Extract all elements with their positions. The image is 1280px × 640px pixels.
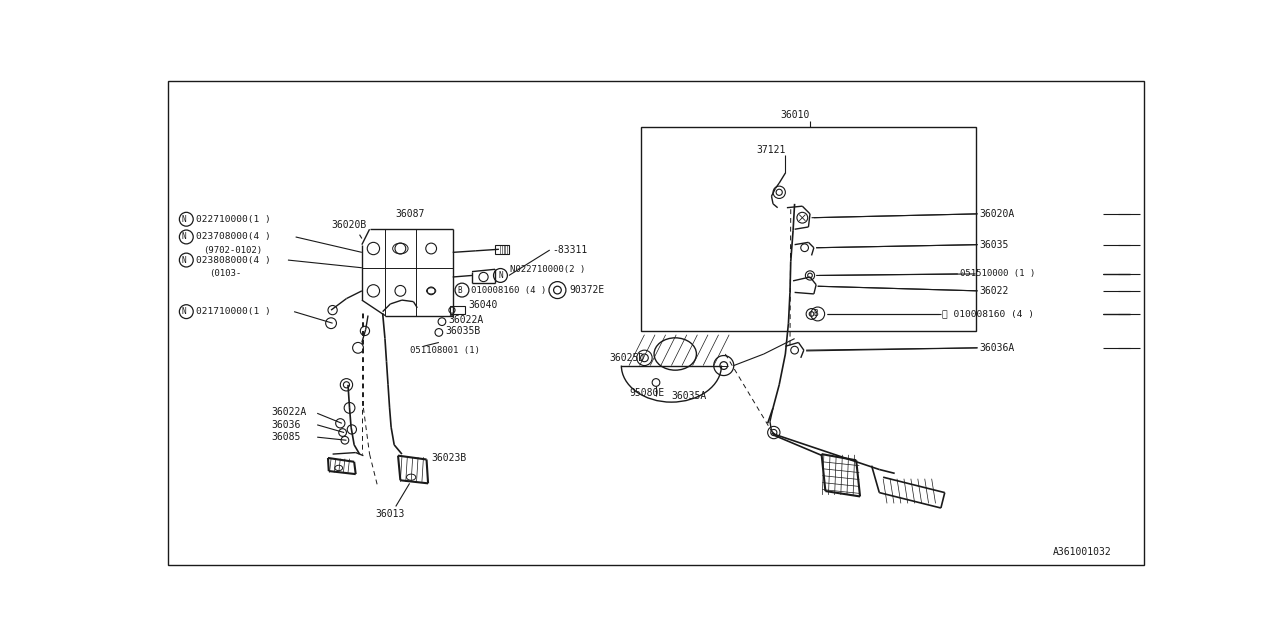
Text: 36036A: 36036A <box>979 343 1015 353</box>
Text: 37121: 37121 <box>756 145 786 155</box>
Text: 023808000(4 ): 023808000(4 ) <box>196 255 270 264</box>
Text: 051510000 (1 ): 051510000 (1 ) <box>960 269 1036 278</box>
Text: 023708000(4 ): 023708000(4 ) <box>196 232 270 241</box>
Text: 95080E: 95080E <box>628 387 664 397</box>
Text: 021710000(1 ): 021710000(1 ) <box>196 307 270 316</box>
Text: N: N <box>182 232 187 241</box>
Text: 36020A: 36020A <box>979 209 1015 219</box>
Text: 051108001 (1): 051108001 (1) <box>410 346 480 355</box>
Text: -83311: -83311 <box>552 245 588 255</box>
Text: 36023B: 36023B <box>431 453 466 463</box>
Text: N022710000(2 ): N022710000(2 ) <box>509 265 585 274</box>
Text: 36025D: 36025D <box>609 353 645 363</box>
Text: A361001032: A361001032 <box>1052 547 1111 557</box>
Text: 36087: 36087 <box>396 209 425 219</box>
Text: 022710000(1 ): 022710000(1 ) <box>196 215 270 224</box>
Text: 90372E: 90372E <box>570 285 605 295</box>
Text: B: B <box>813 310 818 319</box>
Text: N: N <box>182 215 187 224</box>
Text: 36085: 36085 <box>271 432 301 442</box>
Text: Ⓑ 010008160 (4 ): Ⓑ 010008160 (4 ) <box>942 310 1034 319</box>
Text: (9702-0102): (9702-0102) <box>204 246 262 255</box>
Text: (0103-: (0103- <box>210 269 242 278</box>
Text: 010008160 (4 ): 010008160 (4 ) <box>471 285 547 294</box>
Text: B: B <box>457 285 462 294</box>
Text: 36035A: 36035A <box>672 391 707 401</box>
Text: 36013: 36013 <box>375 509 404 519</box>
Text: 36022A: 36022A <box>448 315 484 325</box>
Text: N: N <box>499 271 503 280</box>
Bar <box>449 307 465 314</box>
Bar <box>495 244 509 254</box>
Text: 36035B: 36035B <box>445 326 480 336</box>
Text: 36020B: 36020B <box>332 220 366 230</box>
Text: 36040: 36040 <box>468 301 498 310</box>
Bar <box>640 127 975 331</box>
Text: N: N <box>182 255 187 264</box>
Text: N: N <box>182 307 187 316</box>
Text: 36035: 36035 <box>979 239 1009 250</box>
Text: 36010: 36010 <box>780 110 809 120</box>
Text: 36022: 36022 <box>979 286 1009 296</box>
Text: 36022A: 36022A <box>271 407 306 417</box>
Text: 36036: 36036 <box>271 420 301 430</box>
